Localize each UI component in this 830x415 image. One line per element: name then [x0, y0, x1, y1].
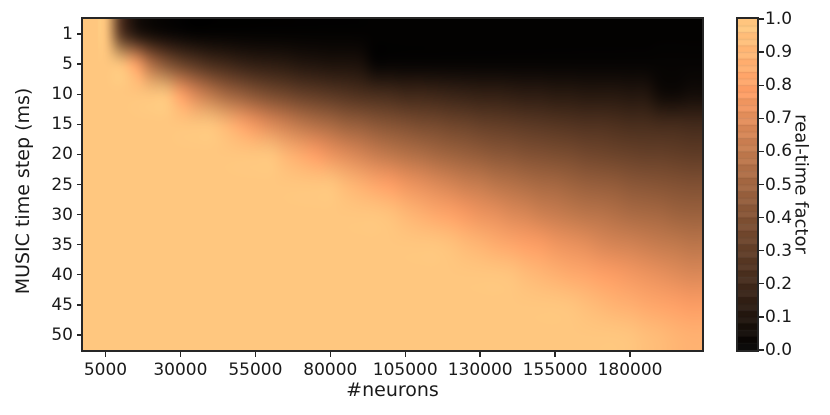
colorbar-tick-label: 0.0 — [765, 340, 793, 360]
x-tick-mark — [479, 352, 481, 357]
y-tick-mark — [76, 153, 81, 156]
colorbar — [736, 17, 759, 352]
colorbar-tick-label: 0.3 — [765, 240, 793, 261]
x-tick-mark — [404, 352, 406, 357]
colorbar-tick-label: 0.7 — [765, 108, 793, 129]
colorbar-tick-label: 0.2 — [765, 273, 793, 294]
y-tick-label: 50 — [51, 324, 73, 345]
y-tick-label: 40 — [51, 264, 73, 285]
x-tick-label: 80000 — [303, 360, 358, 380]
y-tick-mark — [76, 33, 81, 35]
colorbar-tick-mark — [759, 150, 764, 153]
y-tick-mark — [76, 334, 81, 336]
colorbar-tick-mark — [759, 216, 764, 219]
colorbar-tick-label: 1.0 — [765, 9, 793, 29]
y-tick-mark — [76, 243, 81, 246]
y-tick-mark — [76, 213, 81, 216]
y-tick-label: 10 — [51, 84, 73, 105]
y-tick-mark — [76, 93, 81, 95]
colorbar-tick-mark — [759, 183, 764, 186]
colorbar-tick-label: 0.5 — [765, 174, 793, 195]
x-tick-label: 155000 — [522, 360, 588, 380]
y-tick-label: 1 — [62, 24, 73, 45]
x-tick-label: 180000 — [597, 360, 663, 380]
y-tick-label: 20 — [51, 144, 73, 165]
x-tick-label: 5000 — [83, 360, 128, 380]
colorbar-tick-mark — [759, 349, 764, 351]
colorbar-tick-mark — [759, 283, 764, 285]
y-tick-mark — [76, 304, 81, 306]
colorbar-tick-mark — [759, 316, 764, 318]
colorbar-tick-label: 0.4 — [765, 207, 793, 228]
y-tick-label: 5 — [62, 54, 73, 75]
y-tick-label: 25 — [51, 174, 73, 195]
x-tick-label: 105000 — [372, 360, 438, 380]
colorbar-tick-mark — [759, 84, 764, 86]
x-tick-mark — [554, 352, 556, 357]
x-axis-label: #neurons — [346, 379, 439, 401]
colorbar-tick-label: 0.8 — [765, 75, 793, 96]
y-tick-label: 45 — [51, 294, 73, 315]
colorbar-tick-mark — [759, 117, 764, 119]
x-tick-label: 55000 — [228, 360, 283, 380]
y-axis-label: MUSIC time step (ms) — [12, 87, 34, 295]
y-tick-mark — [76, 123, 81, 125]
x-tick-mark — [254, 352, 257, 357]
y-tick-label: 30 — [51, 204, 73, 225]
colorbar-tick-label: 0.9 — [765, 42, 793, 63]
x-tick-label: 130000 — [447, 360, 513, 380]
y-tick-mark — [76, 63, 81, 65]
y-tick-label: 15 — [51, 114, 73, 135]
y-tick-mark — [76, 274, 81, 276]
colorbar-tick-mark — [759, 18, 764, 20]
colorbar-tick-label: 0.1 — [765, 306, 793, 327]
heatmap-plot-area — [81, 17, 704, 352]
x-tick-mark — [179, 352, 182, 357]
x-tick-mark — [104, 352, 107, 357]
y-tick-label: 35 — [51, 234, 73, 255]
x-tick-mark — [329, 352, 331, 357]
colorbar-tick-mark — [759, 51, 764, 53]
colorbar-tick-label: 0.6 — [765, 141, 793, 162]
colorbar-tick-mark — [759, 250, 764, 252]
x-tick-label: 30000 — [153, 360, 208, 380]
y-tick-mark — [76, 183, 81, 186]
heatmap-canvas — [83, 19, 702, 350]
colorbar-canvas — [738, 19, 757, 350]
x-tick-mark — [629, 352, 631, 357]
